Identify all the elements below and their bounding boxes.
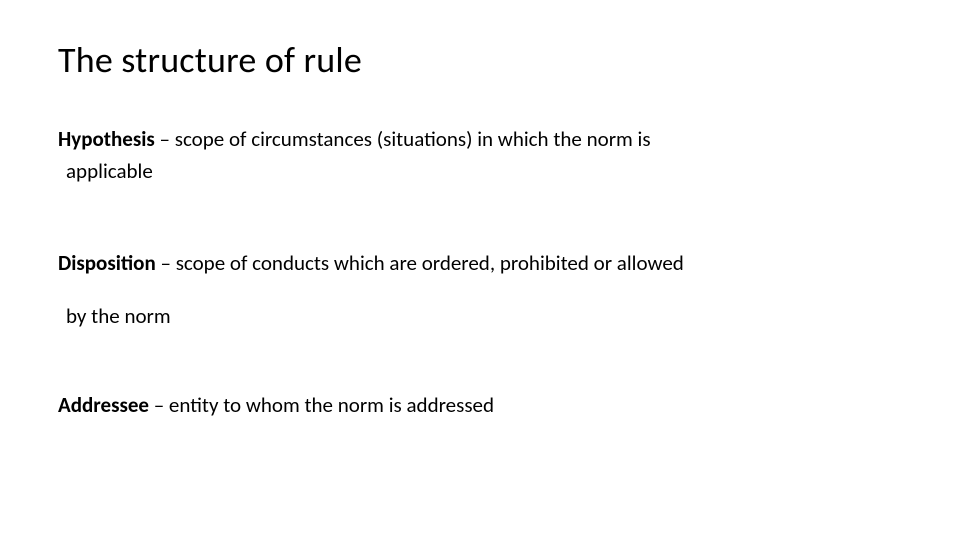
desc-addressee-line1: – entity to whom the norm is addressed	[149, 392, 494, 418]
definition-addressee: Addressee – entity to whom the norm is a…	[58, 390, 910, 422]
desc-hypothesis-line2: applicable	[58, 158, 153, 184]
definition-disposition: Disposition – scope of conducts which ar…	[58, 237, 910, 342]
slide-title: The structure of rule	[58, 38, 910, 82]
term-disposition: Disposition	[58, 250, 156, 276]
term-hypothesis: Hypothesis	[58, 126, 155, 152]
desc-disposition-line1: – scope of conducts which are ordered, p…	[156, 250, 684, 276]
desc-hypothesis-line1: – scope of circumstances (situations) in…	[155, 126, 651, 152]
definition-hypothesis: Hypothesis – scope of circumstances (sit…	[58, 124, 910, 187]
desc-disposition-line2: by the norm	[58, 303, 171, 329]
term-addressee: Addressee	[58, 392, 149, 418]
